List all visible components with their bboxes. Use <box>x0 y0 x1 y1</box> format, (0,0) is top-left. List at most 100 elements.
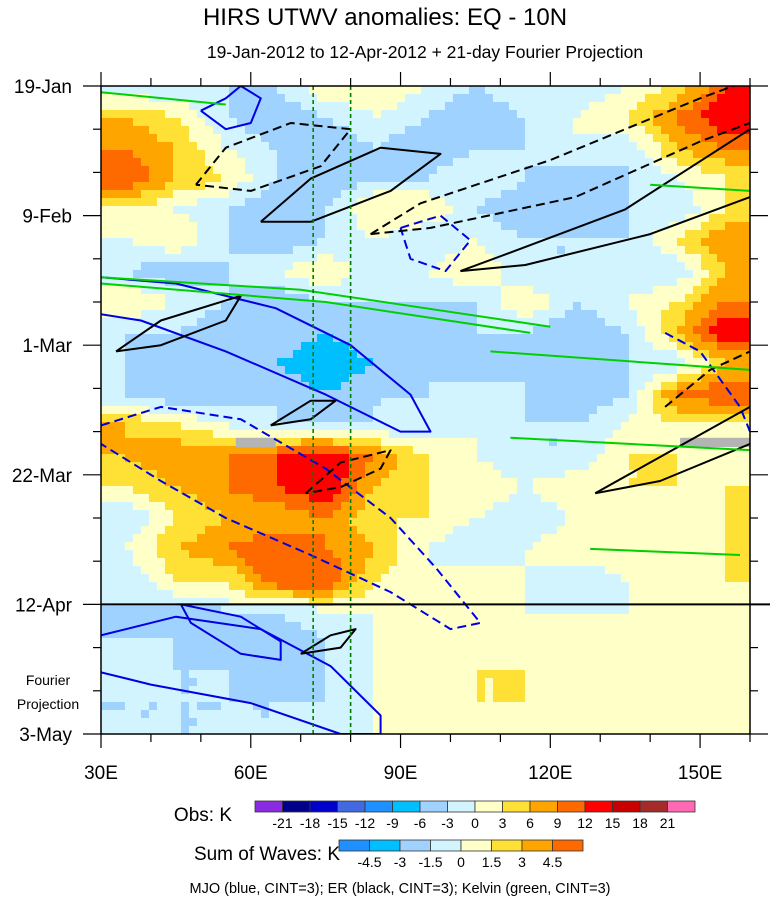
heatmap-cell <box>485 326 494 335</box>
heatmap-cell <box>613 270 622 279</box>
heatmap-cell <box>397 198 406 207</box>
chart-subtitle: 19-Jan-2012 to 12-Apr-2012 + 21-day Four… <box>207 42 643 62</box>
heatmap-cell <box>261 222 270 231</box>
heatmap-cell <box>429 254 438 263</box>
heatmap-cell <box>701 350 710 359</box>
heatmap-cell <box>285 486 294 495</box>
heatmap-cell <box>725 206 734 215</box>
heatmap-cell <box>413 510 422 519</box>
heatmap-cell <box>533 414 542 423</box>
heatmap-cell <box>181 542 190 551</box>
heatmap-cell <box>677 566 686 575</box>
heatmap-cell <box>421 254 430 263</box>
heatmap-cell <box>429 478 438 487</box>
heatmap-cell <box>733 174 742 183</box>
heatmap-cell <box>517 278 526 287</box>
heatmap-cell <box>229 126 238 135</box>
heatmap-cell <box>621 126 630 135</box>
heatmap-cell <box>189 222 198 231</box>
heatmap-cell <box>117 534 126 543</box>
heatmap-cell <box>541 510 550 519</box>
heatmap-cell <box>589 566 598 575</box>
heatmap-cell <box>181 526 190 535</box>
heatmap-cell <box>613 342 622 351</box>
heatmap-cell <box>669 102 678 111</box>
heatmap-cell <box>221 398 230 407</box>
heatmap-cell <box>485 110 494 119</box>
heatmap-cell <box>157 182 166 191</box>
heatmap-cell <box>245 182 254 191</box>
heatmap-cell <box>677 526 686 535</box>
heatmap-cell <box>365 534 374 543</box>
heatmap-cell <box>661 502 670 511</box>
heatmap-cell <box>693 238 702 247</box>
heatmap-cell <box>229 246 238 255</box>
heatmap-cell <box>477 126 486 135</box>
heatmap-cell <box>269 502 278 511</box>
heatmap-cell <box>533 494 542 503</box>
heatmap-cell <box>597 526 606 535</box>
heatmap-cell <box>685 406 694 415</box>
heatmap-cell <box>661 390 670 399</box>
heatmap-cell <box>453 558 462 567</box>
heatmap-cell <box>165 558 174 567</box>
heatmap-cell <box>613 262 622 271</box>
heatmap-cell <box>341 550 350 559</box>
heatmap-cell <box>485 478 494 487</box>
heatmap-cell <box>565 462 574 471</box>
heatmap-cell <box>237 502 246 511</box>
heatmap-cell <box>309 494 318 503</box>
heatmap-cell <box>253 214 262 223</box>
heatmap-cell <box>221 326 230 335</box>
heatmap-cell <box>445 238 454 247</box>
heatmap-cell <box>637 406 646 415</box>
heatmap-cell <box>389 262 398 271</box>
heatmap-cell <box>693 366 702 375</box>
heatmap-cell <box>693 398 702 407</box>
heatmap-cell <box>373 278 382 287</box>
heatmap-cell <box>205 150 214 159</box>
heatmap-cell <box>469 246 478 255</box>
heatmap-cell <box>629 110 638 119</box>
heatmap-cell <box>197 382 206 391</box>
heatmap-cell <box>549 134 558 143</box>
heatmap-cell <box>549 382 558 391</box>
heatmap-cell <box>429 526 438 535</box>
heatmap-cell <box>733 502 742 511</box>
heatmap-cell <box>509 430 518 439</box>
heatmap-cell <box>733 542 742 551</box>
heatmap-cell <box>317 182 326 191</box>
heatmap-cell <box>101 470 110 479</box>
heatmap-cell <box>269 246 278 255</box>
heatmap-cell <box>389 110 398 119</box>
heatmap-cell <box>277 406 286 415</box>
heatmap-cell <box>685 126 694 135</box>
heatmap-cell <box>189 302 198 311</box>
heatmap-cell <box>453 278 462 287</box>
heatmap-cell <box>133 254 142 263</box>
heatmap-cell <box>581 430 590 439</box>
heatmap-cell <box>629 318 638 327</box>
heatmap-cell <box>373 558 382 567</box>
heatmap-cell <box>477 254 486 263</box>
heatmap-cell <box>413 342 422 351</box>
heatmap-cell <box>701 94 710 103</box>
heatmap-cell <box>597 374 606 383</box>
heatmap-cell <box>669 430 678 439</box>
heatmap-cell <box>221 526 230 535</box>
heatmap-cell <box>365 414 374 423</box>
heatmap-cell <box>613 318 622 327</box>
heatmap-cell <box>181 486 190 495</box>
heatmap-cell <box>397 166 406 175</box>
heatmap-cell <box>661 302 670 311</box>
heatmap-cell <box>733 422 742 431</box>
heatmap-cell <box>661 238 670 247</box>
heatmap-cell <box>149 374 158 383</box>
heatmap-cell <box>157 190 166 199</box>
heatmap-cell <box>741 142 750 151</box>
heatmap-cell <box>117 86 126 95</box>
heatmap-cell <box>557 374 566 383</box>
heatmap-cell <box>197 358 206 367</box>
heatmap-cell <box>301 486 310 495</box>
heatmap-cell <box>189 246 198 255</box>
